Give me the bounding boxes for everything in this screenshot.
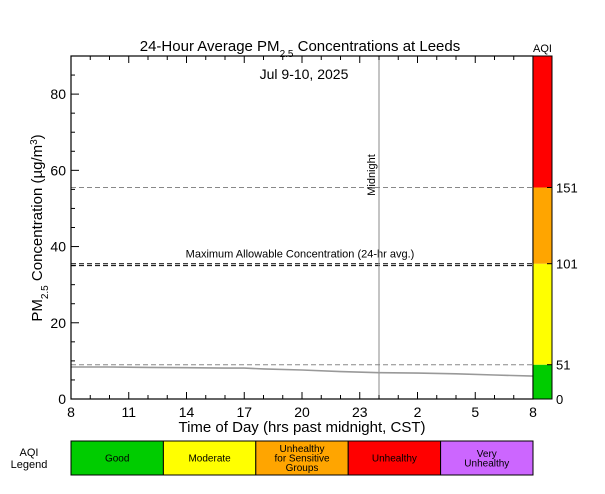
legend-label: Groups bbox=[286, 463, 319, 474]
midnight-label: Midnight bbox=[366, 154, 378, 196]
x-tick-label: 20 bbox=[294, 404, 310, 420]
aqi-segment-3 bbox=[533, 56, 552, 188]
aqi-segment-0 bbox=[533, 364, 552, 399]
y-tick-label: 20 bbox=[50, 315, 66, 331]
series-line-0 bbox=[71, 366, 534, 377]
max-allowable-label: Maximum Allowable Concentration (24-hr a… bbox=[186, 249, 415, 261]
legend-label: Moderate bbox=[188, 454, 231, 465]
legend-label: Unhealthy bbox=[279, 444, 324, 455]
x-tick-label: 5 bbox=[471, 404, 479, 420]
x-tick-label: 2 bbox=[414, 404, 422, 420]
aqi-segment-1 bbox=[533, 263, 552, 365]
x-axis-label: Time of Day (hrs past midnight, CST) bbox=[178, 419, 425, 436]
plot-layer: Maximum Allowable Concentration (24-hr a… bbox=[11, 43, 578, 476]
chart-title: 24-Hour Average PM2.5 Concentrations at … bbox=[140, 38, 461, 60]
legend-swatch-4 bbox=[440, 440, 534, 476]
legend-label: Unhealthy bbox=[372, 454, 417, 465]
legend-label: Good bbox=[105, 454, 129, 465]
x-tick-label: 8 bbox=[529, 404, 537, 420]
aqi-bar-title: AQI bbox=[533, 43, 552, 55]
aqi-segment-2 bbox=[533, 187, 552, 264]
legend-swatch-3 bbox=[347, 440, 442, 476]
legend-title-line2: Legend bbox=[11, 459, 48, 471]
aqi-bar-frame bbox=[532, 55, 553, 400]
plot-frame bbox=[70, 55, 534, 400]
x-tick-label: 8 bbox=[67, 404, 75, 420]
aqi-label: 51 bbox=[556, 358, 570, 373]
y-tick-label: 0 bbox=[58, 391, 66, 407]
y-tick-label: 40 bbox=[50, 239, 66, 255]
x-tick-label: 11 bbox=[121, 404, 136, 420]
chart-subtitle: Jul 9-10, 2025 bbox=[260, 66, 349, 82]
legend-swatch-2 bbox=[255, 440, 349, 476]
legend-title: AQI bbox=[20, 447, 39, 459]
aqi-label: 101 bbox=[556, 257, 578, 272]
x-tick-label: 23 bbox=[352, 404, 368, 420]
x-tick-label: 14 bbox=[179, 404, 195, 420]
y-tick-label: 60 bbox=[50, 162, 66, 178]
legend-label: Unhealthy bbox=[464, 458, 509, 469]
legend-label: for Sensitive bbox=[274, 454, 329, 465]
legend-swatch-0 bbox=[70, 440, 164, 476]
aqi-label: 151 bbox=[556, 180, 578, 195]
legend-swatch-1 bbox=[162, 440, 257, 476]
y-axis-label: PM2.5 Concentration (µg/m3) bbox=[29, 134, 51, 321]
legend-label: Very bbox=[477, 449, 497, 460]
y-tick-label: 80 bbox=[50, 86, 66, 102]
x-tick-label: 17 bbox=[236, 404, 252, 420]
aqi-label: 0 bbox=[556, 392, 563, 407]
